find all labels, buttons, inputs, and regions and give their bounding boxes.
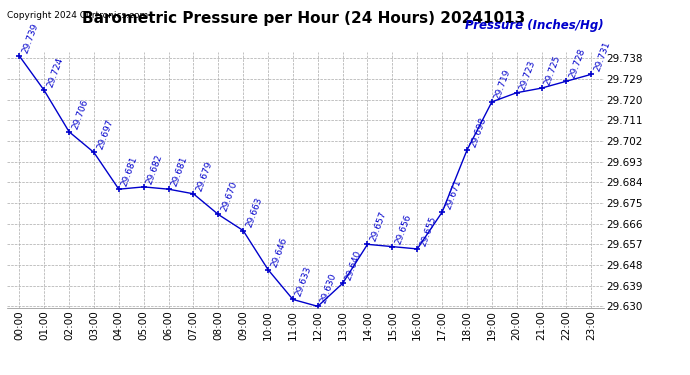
Text: 29.633: 29.633 xyxy=(294,266,313,298)
Text: 29.739: 29.739 xyxy=(21,22,40,54)
Text: 29.681: 29.681 xyxy=(120,155,139,188)
Text: 29.681: 29.681 xyxy=(170,155,189,188)
Text: 29.724: 29.724 xyxy=(46,57,65,89)
Text: 29.719: 29.719 xyxy=(493,68,513,100)
Text: 29.657: 29.657 xyxy=(369,210,388,243)
Text: 29.723: 29.723 xyxy=(518,59,538,92)
Text: 29.728: 29.728 xyxy=(568,47,587,80)
Text: 29.663: 29.663 xyxy=(244,196,264,229)
Text: 29.646: 29.646 xyxy=(269,236,288,268)
Text: Barometric Pressure per Hour (24 Hours) 20241013: Barometric Pressure per Hour (24 Hours) … xyxy=(82,11,525,26)
Text: 29.655: 29.655 xyxy=(419,215,438,248)
Text: 29.630: 29.630 xyxy=(319,272,338,305)
Text: 29.731: 29.731 xyxy=(593,40,612,73)
Text: 29.697: 29.697 xyxy=(95,118,115,151)
Text: 29.640: 29.640 xyxy=(344,249,363,282)
Text: Copyright 2024 Curtronics.com: Copyright 2024 Curtronics.com xyxy=(7,11,148,20)
Text: 29.671: 29.671 xyxy=(444,178,463,211)
Text: Pressure (Inches/Hg): Pressure (Inches/Hg) xyxy=(465,19,604,32)
Text: 29.656: 29.656 xyxy=(394,213,413,245)
Text: 29.725: 29.725 xyxy=(543,54,562,87)
Text: 29.698: 29.698 xyxy=(469,116,488,149)
Text: 29.706: 29.706 xyxy=(70,98,90,130)
Text: 29.679: 29.679 xyxy=(195,160,214,192)
Text: 29.670: 29.670 xyxy=(219,180,239,213)
Text: 29.682: 29.682 xyxy=(145,153,164,186)
